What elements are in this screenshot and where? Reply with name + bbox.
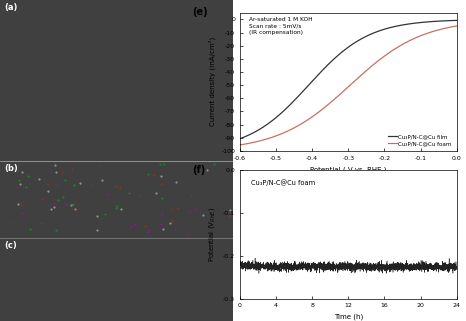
Cu₃P/N-C@Cu film: [336, 53, 342, 56]
Cu₃P/N-C@Cu film: [343, 48, 348, 51]
Cu₃P/N-C@Cu film: [230, 139, 235, 143]
Y-axis label: Potential (V$_{RHE}$): Potential (V$_{RHE}$): [207, 207, 218, 262]
Text: (c): (c): [5, 241, 17, 250]
Cu₃P/N-C@Cu foam: [230, 144, 235, 148]
Cu₃P/N-C@Cu film: [454, 18, 460, 22]
Text: (e): (e): [192, 7, 208, 17]
Text: Cu₃P/N-C@Cu foam: Cu₃P/N-C@Cu foam: [251, 179, 315, 186]
Line: Cu₃P/N-C@Cu film: Cu₃P/N-C@Cu film: [233, 20, 464, 141]
Text: (b): (b): [5, 164, 19, 173]
Cu₃P/N-C@Cu film: [461, 18, 466, 22]
Text: Ar-saturated 1 M KOH
Scan rate : 5mV/s
(IR compensation): Ar-saturated 1 M KOH Scan rate : 5mV/s (…: [249, 17, 312, 35]
Cu₃P/N-C@Cu foam: [454, 24, 460, 28]
X-axis label: Potential ( V vs. RHE ): Potential ( V vs. RHE ): [310, 166, 387, 173]
Cu₃P/N-C@Cu foam: [412, 36, 418, 40]
Cu₃P/N-C@Cu foam: [461, 23, 466, 27]
Cu₃P/N-C@Cu film: [242, 135, 247, 139]
Y-axis label: Current density (mA/cm²): Current density (mA/cm²): [208, 37, 216, 126]
Line: Cu₃P/N-C@Cu foam: Cu₃P/N-C@Cu foam: [233, 25, 464, 146]
Text: (f): (f): [192, 165, 206, 175]
Cu₃P/N-C@Cu foam: [336, 93, 342, 97]
Text: (a): (a): [5, 3, 18, 12]
Cu₃P/N-C@Cu film: [454, 18, 460, 22]
Cu₃P/N-C@Cu foam: [242, 142, 247, 146]
Cu₃P/N-C@Cu film: [412, 21, 418, 25]
Legend: Cu₃P/N-C@Cu film, Cu₃P/N-C@Cu foam: Cu₃P/N-C@Cu film, Cu₃P/N-C@Cu foam: [386, 132, 454, 148]
Cu₃P/N-C@Cu foam: [454, 24, 460, 28]
X-axis label: Time (h): Time (h): [334, 314, 363, 320]
Cu₃P/N-C@Cu foam: [343, 88, 348, 91]
